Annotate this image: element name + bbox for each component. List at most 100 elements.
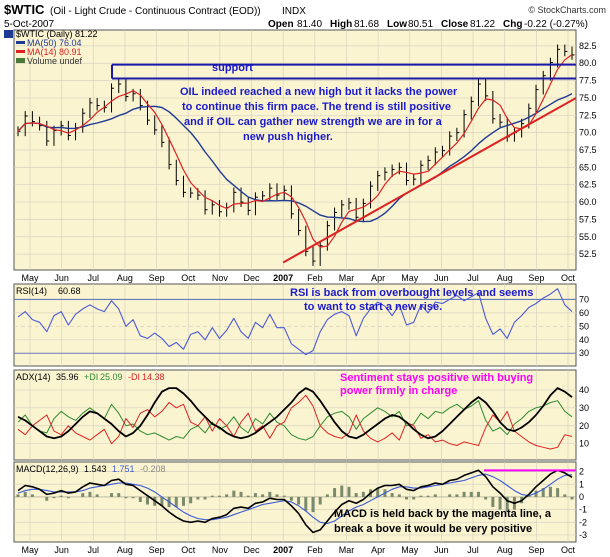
month-label: Oct [561,273,576,283]
change-value: -0.22 (-0.27%) [524,19,588,30]
price-note-line-1: OIL indeed reached a new high but it lac… [180,86,458,98]
month-label-bottom: Apr [371,545,385,555]
macd-tick-label: 0 [579,492,584,502]
price-legend-swatch [4,30,13,38]
mdi-line [17,394,573,450]
price-note-line-2: to continue this firm pace. The trend is… [182,101,451,113]
annotations: support OIL indeed reached a new high bu… [180,62,552,535]
close-value: 81.22 [470,19,495,30]
histogram-value: -0.208 [140,464,166,474]
month-label-bottom: Jun [434,545,449,555]
legend-ma14: MA(14) 80.91 [27,47,82,57]
month-label-bottom: 2007 [273,545,293,555]
adx-panel [13,369,577,461]
high-value: 81.68 [354,19,379,30]
pdi-line [17,400,573,441]
macd-note-line-1: MACD is held back by the magenta line, a [334,508,552,520]
month-label: Jul [467,273,479,283]
macd-tick-label: 2 [579,467,584,477]
month-label: Apr [371,273,385,283]
ma50-swatch [16,41,25,44]
symbol: $WTIC [4,2,45,17]
ohlc-readout: Open 81.40 High 81.68 Low 80.51 Close 81… [268,19,588,30]
macd-legend: MACD(12,26,9) 1.543 1.751 -0.208 [16,464,166,474]
month-label-bottom: Dec [244,545,261,555]
exchange: INDX [282,6,306,17]
legend-ma50: MA(50) 76.04 [27,38,82,48]
high-label: High [330,19,352,30]
macd-value: 1.543 [84,464,107,474]
month-label-bottom: Aug [497,545,513,555]
price-tick-label: 82.5 [579,41,597,51]
rsi-note-line-2: to want to start a new rise. [304,301,442,313]
rsi-tick-label: 50 [579,321,589,331]
open-value: 81.40 [297,19,322,30]
month-label: May [21,273,39,283]
grid-lines [14,30,576,542]
macd-signal-line [17,473,573,525]
month-label: Jun [54,273,69,283]
month-label-bottom: Nov [212,545,229,555]
price-tick-label: 62.5 [579,180,597,190]
month-label: Feb [307,273,323,283]
month-label-bottom: Sep [149,545,165,555]
pdi-label: +DI [84,372,98,382]
month-label: 2007 [273,273,293,283]
month-label: Oct [181,273,196,283]
adx-note-line-1: Sentiment stays positive with buying [340,372,533,384]
volume-swatch [16,58,25,63]
price-tick-label: 52.5 [579,249,597,259]
macd-panel [13,461,577,543]
low-label: Low [387,19,407,30]
month-label: Jun [434,273,449,283]
rsi-tick-label: 30 [579,348,589,358]
month-label-bottom: Oct [181,545,196,555]
macd-label: MACD(12,26,9) [16,464,79,474]
change-label: Chg [503,19,522,30]
support-label: support [212,62,253,74]
price-tick-label: 60.0 [579,197,597,207]
chart-header: $WTIC (Oil - Light Crude - Continuous Co… [4,2,606,30]
adx-label: ADX(14) [16,372,51,382]
macd-tick-label: -1 [579,505,587,515]
adx-line [17,387,573,440]
series-layer [16,44,577,534]
price-note-line-4: new push higher. [243,131,333,143]
macd-tick-label: -3 [579,530,587,540]
ma14-line [17,54,573,248]
macd-line [17,469,573,534]
price-legend: $WTIC (Daily) 81.22 MA(50) 76.04 MA(14) … [4,29,98,66]
macd-note-line-2: break a bove it would be very positive [334,523,532,535]
mdi-label: -DI [128,372,140,382]
close-label: Close [441,19,469,30]
rsi-panel [13,283,577,367]
adx-value: 35.96 [56,372,79,382]
adx-legend: ADX(14) 35.96 +DI 25.09 -DI 14.38 [16,372,165,382]
adx-tick-label: 30 [579,403,589,413]
ma14-swatch [16,50,25,53]
month-label: Aug [117,273,133,283]
adx-tick-label: 10 [579,439,589,449]
signal-value: 1.751 [112,464,135,474]
month-label-bottom: Feb [307,545,323,555]
month-label: Sep [149,273,165,283]
rsi-tick-label: 40 [579,335,589,345]
price-tick-label: 75.0 [579,93,597,103]
rsi-tick-label: 70 [579,294,589,304]
month-label-bottom: Sep [528,545,544,555]
month-label-bottom: Jul [467,545,479,555]
open-label: Open [268,19,294,30]
price-tick-label: 57.5 [579,214,597,224]
rsi-line [17,288,573,356]
month-label: Nov [212,273,229,283]
adx-tick-label: 40 [579,385,589,395]
month-label-bottom: Mar [339,545,355,555]
month-label-bottom: Jul [88,545,100,555]
month-label: Dec [244,273,261,283]
month-label: Jul [88,273,100,283]
price-tick-label: 55.0 [579,232,597,242]
macd-tick-label: -2 [579,517,587,527]
month-label-bottom: Aug [117,545,133,555]
month-label: Sep [528,273,544,283]
pdi-value: 25.09 [100,372,123,382]
